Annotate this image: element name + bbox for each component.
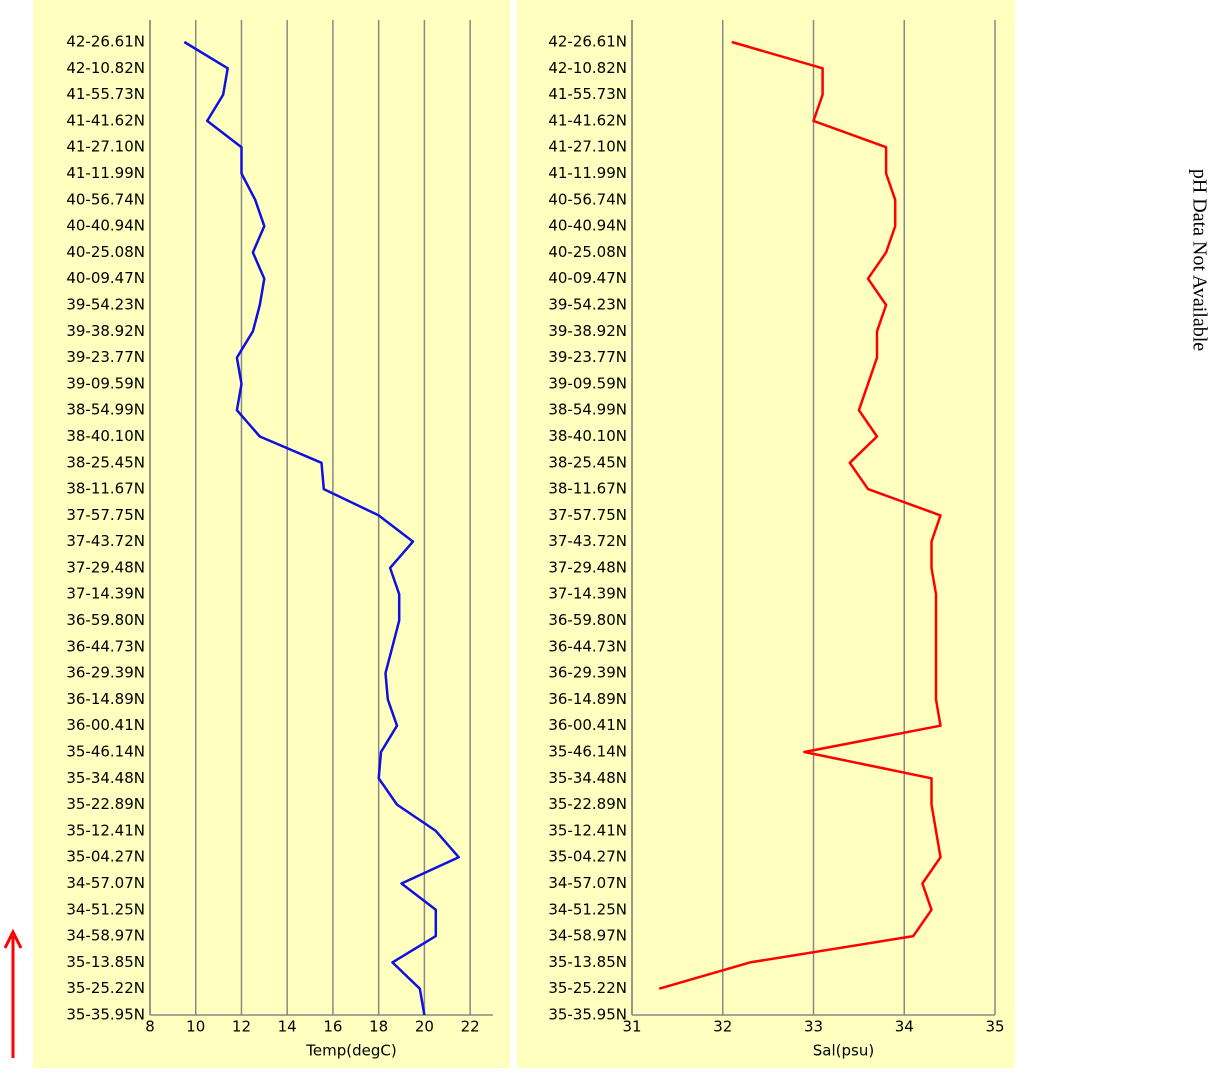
y-tick-label: 36-29.39N xyxy=(66,664,145,682)
x-tick-label: 10 xyxy=(186,1018,205,1036)
y-tick-label: 38-11.67N xyxy=(66,480,145,498)
y-tick-label: 39-09.59N xyxy=(66,374,145,392)
y-tick-label: 38-40.10N xyxy=(548,427,627,445)
y-tick-label: 35-12.41N xyxy=(548,821,627,839)
data-line xyxy=(183,40,460,1016)
y-tick-label: 41-27.10N xyxy=(66,138,145,156)
y-tick-label: 36-14.89N xyxy=(548,690,627,708)
y-tick-label: 36-59.80N xyxy=(548,611,627,629)
y-tick-label: 35-13.85N xyxy=(66,953,145,971)
y-tick-label: 36-00.41N xyxy=(66,716,145,734)
y-tick-label: 35-13.85N xyxy=(548,953,627,971)
y-tick-label: 37-57.75N xyxy=(66,506,145,524)
y-tick-label: 38-25.45N xyxy=(66,453,145,471)
y-tick-label: 41-55.73N xyxy=(66,85,145,103)
y-tick-label: 42-26.61N xyxy=(548,33,627,51)
y-tick-label: 38-54.99N xyxy=(548,401,627,419)
y-tick-label: 40-09.47N xyxy=(66,269,145,287)
y-tick-label: 41-41.62N xyxy=(548,111,627,129)
y-tick-label: 41-11.99N xyxy=(66,164,145,182)
y-tick-label: 37-14.39N xyxy=(548,585,627,603)
y-tick-label: 41-27.10N xyxy=(548,138,627,156)
y-tick-label: 36-44.73N xyxy=(548,637,627,655)
y-tick-label: 37-29.48N xyxy=(66,558,145,576)
y-tick-label: 35-35.95N xyxy=(66,1006,145,1024)
panel xyxy=(517,0,1015,1068)
x-tick-label: 32 xyxy=(713,1018,732,1036)
y-tick-label: 39-09.59N xyxy=(548,374,627,392)
y-tick-label: 39-38.92N xyxy=(66,322,145,340)
y-tick-label: 37-43.72N xyxy=(548,532,627,550)
y-tick-label: 35-46.14N xyxy=(548,743,627,761)
y-tick-label: 35-25.22N xyxy=(66,979,145,997)
y-tick-label: 35-34.48N xyxy=(66,769,145,787)
y-tick-label: 39-54.23N xyxy=(66,295,145,313)
y-tick-label: 40-25.08N xyxy=(66,243,145,261)
y-tick-label: 36-00.41N xyxy=(548,716,627,734)
y-tick-label: 37-57.75N xyxy=(548,506,627,524)
y-tick-label: 39-54.23N xyxy=(548,295,627,313)
arrow-head xyxy=(3,928,23,949)
y-tick-label: 41-41.62N xyxy=(66,111,145,129)
x-tick-label: 22 xyxy=(461,1018,480,1036)
y-tick-label: 37-14.39N xyxy=(66,585,145,603)
x-tick-label: 18 xyxy=(369,1018,388,1036)
y-tick-label: 39-23.77N xyxy=(66,348,145,366)
y-tick-label: 36-14.89N xyxy=(66,690,145,708)
x-tick-label: 31 xyxy=(622,1018,641,1036)
y-tick-label: 39-38.92N xyxy=(548,322,627,340)
y-tick-label: 38-40.10N xyxy=(66,427,145,445)
y-tick-label: 35-12.41N xyxy=(66,821,145,839)
x-axis-title: Sal(psu) xyxy=(813,1042,874,1060)
y-tick-label: 35-22.89N xyxy=(548,795,627,813)
y-tick-label: 37-29.48N xyxy=(548,558,627,576)
y-tick-label: 40-09.47N xyxy=(548,269,627,287)
x-tick-label: 14 xyxy=(278,1018,297,1036)
y-tick-label: 35-35.95N xyxy=(548,1006,627,1024)
x-tick-label: 12 xyxy=(232,1018,251,1036)
y-tick-label: 40-40.94N xyxy=(548,217,627,235)
y-tick-label: 41-11.99N xyxy=(548,164,627,182)
data-line xyxy=(658,40,942,990)
y-tick-label: 35-04.27N xyxy=(66,848,145,866)
y-tick-label: 35-22.89N xyxy=(66,795,145,813)
x-axis-title: Temp(degC) xyxy=(305,1042,396,1060)
y-tick-label: 37-43.72N xyxy=(66,532,145,550)
x-tick-label: 34 xyxy=(895,1018,914,1036)
x-tick-label: 8 xyxy=(145,1018,155,1036)
y-tick-label: 34-57.07N xyxy=(548,874,627,892)
y-tick-label: 34-51.25N xyxy=(66,900,145,918)
y-tick-label: 39-23.77N xyxy=(548,348,627,366)
y-tick-label: 35-04.27N xyxy=(548,848,627,866)
y-tick-label: 38-11.67N xyxy=(548,480,627,498)
y-tick-label: 40-25.08N xyxy=(548,243,627,261)
y-tick-label: 42-10.82N xyxy=(548,59,627,77)
y-tick-label: 36-29.39N xyxy=(548,664,627,682)
y-tick-label: 42-10.82N xyxy=(66,59,145,77)
y-tick-label: 42-26.61N xyxy=(66,33,145,51)
y-tick-label: 38-25.45N xyxy=(548,453,627,471)
panel xyxy=(33,0,510,1068)
x-tick-label: 35 xyxy=(985,1018,1004,1036)
y-tick-label: 40-56.74N xyxy=(66,190,145,208)
y-tick-label: 35-34.48N xyxy=(548,769,627,787)
x-tick-label: 16 xyxy=(323,1018,342,1036)
y-tick-label: 34-57.07N xyxy=(66,874,145,892)
y-tick-label: 34-58.97N xyxy=(548,927,627,945)
y-tick-label: 34-51.25N xyxy=(548,900,627,918)
note: pH Data Not Available xyxy=(1188,169,1210,351)
x-tick-label: 33 xyxy=(804,1018,823,1036)
y-tick-label: 40-56.74N xyxy=(548,190,627,208)
y-tick-label: 41-55.73N xyxy=(548,85,627,103)
y-tick-label: 36-59.80N xyxy=(66,611,145,629)
y-tick-label: 40-40.94N xyxy=(66,217,145,235)
y-tick-label: 35-46.14N xyxy=(66,743,145,761)
y-tick-label: 34-58.97N xyxy=(66,927,145,945)
y-tick-label: 38-54.99N xyxy=(66,401,145,419)
x-tick-label: 20 xyxy=(415,1018,434,1036)
y-tick-label: 35-25.22N xyxy=(548,979,627,997)
y-tick-label: 36-44.73N xyxy=(66,637,145,655)
